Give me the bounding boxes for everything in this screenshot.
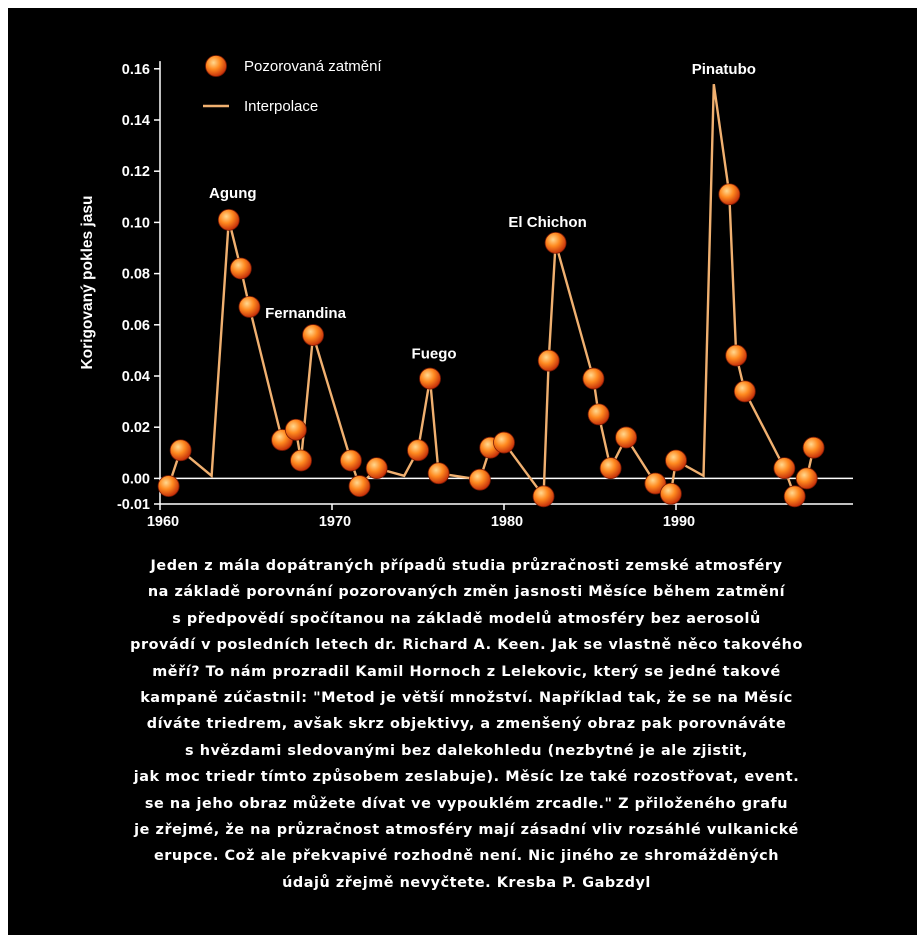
y-tick-label: 0.14 [122,113,150,129]
x-tick-label: 1960 [147,514,179,530]
y-tick-label: 0.08 [122,267,150,283]
caption-line: s hvězdami sledovanými bez dalekohledu (… [185,742,748,759]
data-point-marker [157,475,180,497]
figure-frame: -0.01 0.00 0.02 0.04 0.06 0.08 0.10 0.12 0.14 0.1… [8,8,917,935]
caption-line: díváte triedrem, avšak skrz objektivy, a… [146,716,787,733]
annotation-label: Fuego [412,346,457,363]
data-point-marker [783,485,806,508]
caption-line: je zřejmé, že na průzračnost atmosféry m… [134,822,799,839]
caption-line: měří? To nám prozradil Kamil Hornoch z L… [152,663,781,680]
y-tick-label: 0.00 [122,471,150,487]
data-point-marker [284,418,307,441]
caption-line: údajů zřejmě nevyčtete. Kresba P. Gabzdy… [282,874,651,891]
annotation-label: Agung [209,185,256,202]
data-point-marker [665,449,687,472]
data-point-marker [217,208,240,231]
data-point-marker [725,344,748,367]
data-point-marker [773,457,796,480]
data-point-marker [469,468,491,491]
caption-line: provádí v posledních letech dr. Richard … [130,637,803,654]
annotation-label: Pinatubo [692,61,756,78]
data-point-marker [659,482,682,505]
x-tick-label: 1970 [319,514,351,530]
data-point-marker [532,485,555,508]
data-point-marker [615,426,638,449]
data-point-marker [419,367,441,390]
y-tick-label: 0.04 [122,369,150,385]
data-point-marker [718,183,741,206]
chart: -0.01 0.00 0.02 0.04 0.06 0.08 0.10 0.12 0.14 0.1… [79,55,853,530]
data-point-marker [427,462,450,485]
data-point-marker [795,467,818,490]
y-tick-label: 0.06 [122,318,150,334]
data-point-marker [537,349,560,372]
caption-line: erupce. Což ale překvapivé rozhodně není… [153,848,780,865]
figure-caption: Jeden z mála dopátraných případů studia … [16,553,917,896]
y-tick-label: 0.12 [122,164,150,180]
data-point-marker [802,436,825,459]
caption-line: kampaně zúčastnil: "Metod je větší množs… [140,690,793,707]
legend-entry-label: Pozorovaná zatmění [244,58,382,75]
caption-line: s předpovědí spočítanou na základě model… [172,610,761,627]
x-tick-label: 1980 [491,514,523,530]
y-tick-label: 0.02 [122,420,150,436]
legend-entry-label: Interpolace [244,98,318,115]
data-point-marker [544,231,567,254]
y-tick-label: 0.10 [122,215,150,231]
data-point-marker [169,439,192,462]
data-point-marker [340,449,362,472]
series-line-interpolace [167,84,815,500]
data-point-marker [493,431,515,454]
x-tick-label: 1990 [663,514,695,530]
data-point-marker [582,367,605,390]
y-tick-label: 0.16 [122,62,150,78]
data-point-marker [238,295,261,318]
y-axis-title: Korigovaný pokles jasu [79,196,96,370]
caption-line: se na jeho obraz můžete dívat ve vypoukl… [144,795,789,812]
data-point-marker [302,324,324,346]
caption-line: na základě porovnání pozorovaných změn j… [147,584,786,601]
data-point-marker [365,457,388,480]
data-point-marker [290,449,312,472]
legend-marker-symbol [205,55,227,77]
annotation-label: Fernandina [265,305,347,322]
caption-line: Jeden z mála dopátraných případů studia … [150,558,783,574]
data-point-marker [348,475,371,497]
y-tick-label: -0.01 [117,497,150,513]
data-point-marker [733,380,756,403]
data-point-marker [587,403,610,426]
data-point-marker [644,472,667,495]
annotation-label: El Chichon [508,214,586,231]
data-point-marker [599,457,622,480]
caption-line: jak moc triedr tímto způsobem zeslabuje)… [133,769,800,786]
data-point-marker [229,257,252,280]
data-point-marker [407,439,429,462]
